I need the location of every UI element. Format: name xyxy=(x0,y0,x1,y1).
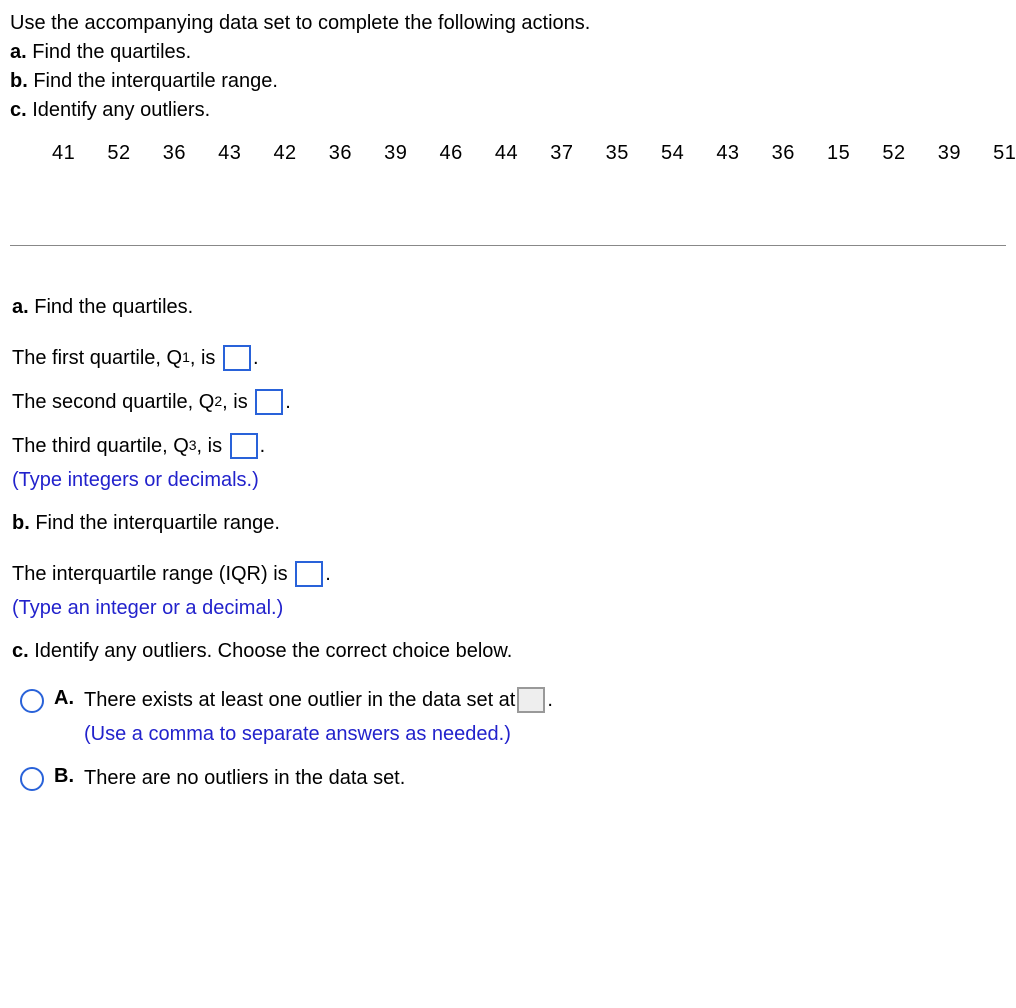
part-a-heading: a. Find the quartiles. xyxy=(12,296,1004,319)
choice-b-text: There are no outliers in the data set. xyxy=(84,763,405,793)
choice-b-radio[interactable] xyxy=(20,767,44,791)
q2-input[interactable] xyxy=(255,389,283,415)
choice-a-hint: (Use a comma to separate answers as need… xyxy=(84,719,553,749)
q3-input[interactable] xyxy=(230,433,258,459)
instruction-main: Use the accompanying data set to complet… xyxy=(10,10,1006,37)
section-divider xyxy=(10,245,1006,246)
iqr-input[interactable] xyxy=(295,561,323,587)
choice-a-radio[interactable] xyxy=(20,689,44,713)
instruction-b: b. Find the interquartile range. xyxy=(10,68,1006,95)
label-c: c. xyxy=(10,99,27,121)
answer-section: a. Find the quartiles. The first quartil… xyxy=(10,296,1006,793)
outlier-input[interactable] xyxy=(517,687,545,713)
q1-input[interactable] xyxy=(223,345,251,371)
label-b: b. xyxy=(10,70,28,92)
instruction-c: c. Identify any outliers. xyxy=(10,97,1006,124)
choice-a-text: There exists at least one outlier in the… xyxy=(84,685,553,749)
choice-a-label: A. xyxy=(54,687,74,710)
iqr-line: The interquartile range (IQR) is . xyxy=(12,557,1004,591)
q1-line: The first quartile, Q1, is . xyxy=(12,341,1004,375)
part-a-hint: (Type integers or decimals.) xyxy=(12,469,1004,492)
instruction-a: a. Find the quartiles. xyxy=(10,39,1006,66)
part-b-hint: (Type an integer or a decimal.) xyxy=(12,597,1004,620)
data-values: 41 52 36 43 42 36 39 46 44 37 35 54 43 3… xyxy=(52,142,1016,165)
q2-line: The second quartile, Q2, is . xyxy=(12,385,1004,419)
part-c-heading: c. Identify any outliers. Choose the cor… xyxy=(12,640,1004,663)
part-b-heading: b. Find the interquartile range. xyxy=(12,512,1004,535)
choice-b-row: B. There are no outliers in the data set… xyxy=(20,763,1004,793)
question-prompt: Use the accompanying data set to complet… xyxy=(10,10,1006,165)
choice-b-label: B. xyxy=(54,765,74,788)
label-a: a. xyxy=(10,41,27,63)
data-set-row: 41 52 36 43 42 36 39 46 44 37 35 54 43 3… xyxy=(52,142,1006,165)
q3-line: The third quartile, Q3, is . xyxy=(12,429,1004,463)
choice-a-row: A. There exists at least one outlier in … xyxy=(20,685,1004,749)
